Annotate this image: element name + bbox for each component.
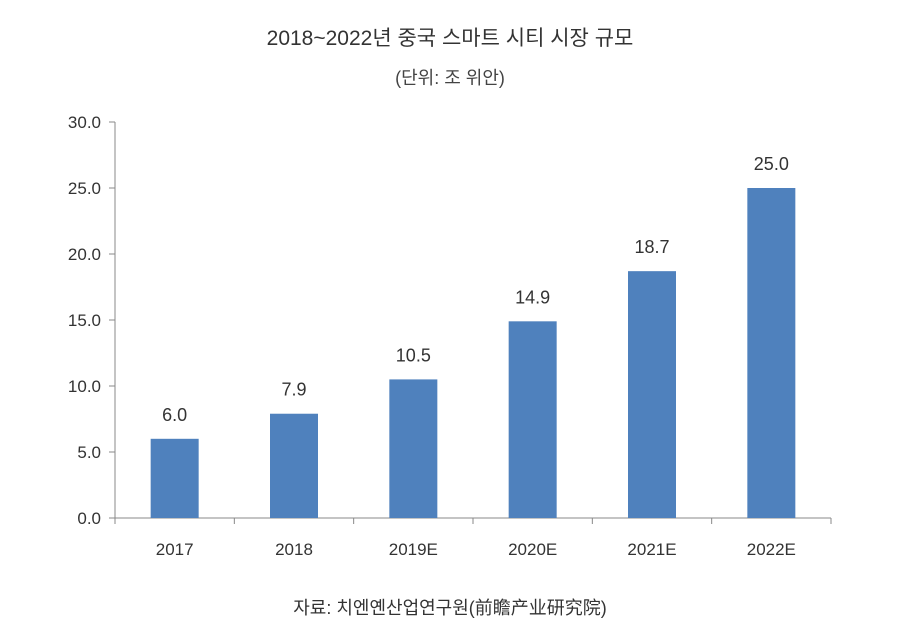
data-label: 25.0 <box>754 154 789 174</box>
bar-2019E <box>389 379 438 518</box>
bar-2017 <box>150 438 199 518</box>
chart-title: 2018~2022년 중국 스마트 시티 시장 규모 <box>266 27 634 50</box>
y-tick-label: 25.0 <box>68 179 101 198</box>
data-label: 10.5 <box>396 345 431 365</box>
data-label: 14.9 <box>515 287 550 307</box>
bar-2020E <box>508 321 557 518</box>
source-note: 자료: 치엔옌산업연구원(前瞻产业研究院) <box>293 598 607 618</box>
y-tick-label: 15.0 <box>68 311 101 330</box>
x-tick-label: 2017 <box>156 540 194 559</box>
x-tick-label: 2018 <box>275 540 313 559</box>
bar-2021E <box>628 271 676 518</box>
y-tick-label: 10.0 <box>68 377 101 396</box>
y-tick-label: 5.0 <box>77 443 101 462</box>
x-tick-label: 2019E <box>389 540 438 559</box>
x-tick-label: 2022E <box>747 540 796 559</box>
bar-2022E <box>747 188 796 518</box>
data-label: 7.9 <box>281 380 306 400</box>
bar-2018 <box>270 413 318 518</box>
y-tick-label: 30.0 <box>68 113 101 132</box>
x-tick-label: 2020E <box>508 540 557 559</box>
x-tick-label: 2021E <box>627 540 676 559</box>
y-tick-label: 0.0 <box>77 509 101 528</box>
chart-subtitle: (단위: 조 위안) <box>395 68 505 88</box>
y-tick-label: 20.0 <box>68 245 101 264</box>
data-label: 18.7 <box>634 237 669 257</box>
data-label: 6.0 <box>162 405 187 425</box>
